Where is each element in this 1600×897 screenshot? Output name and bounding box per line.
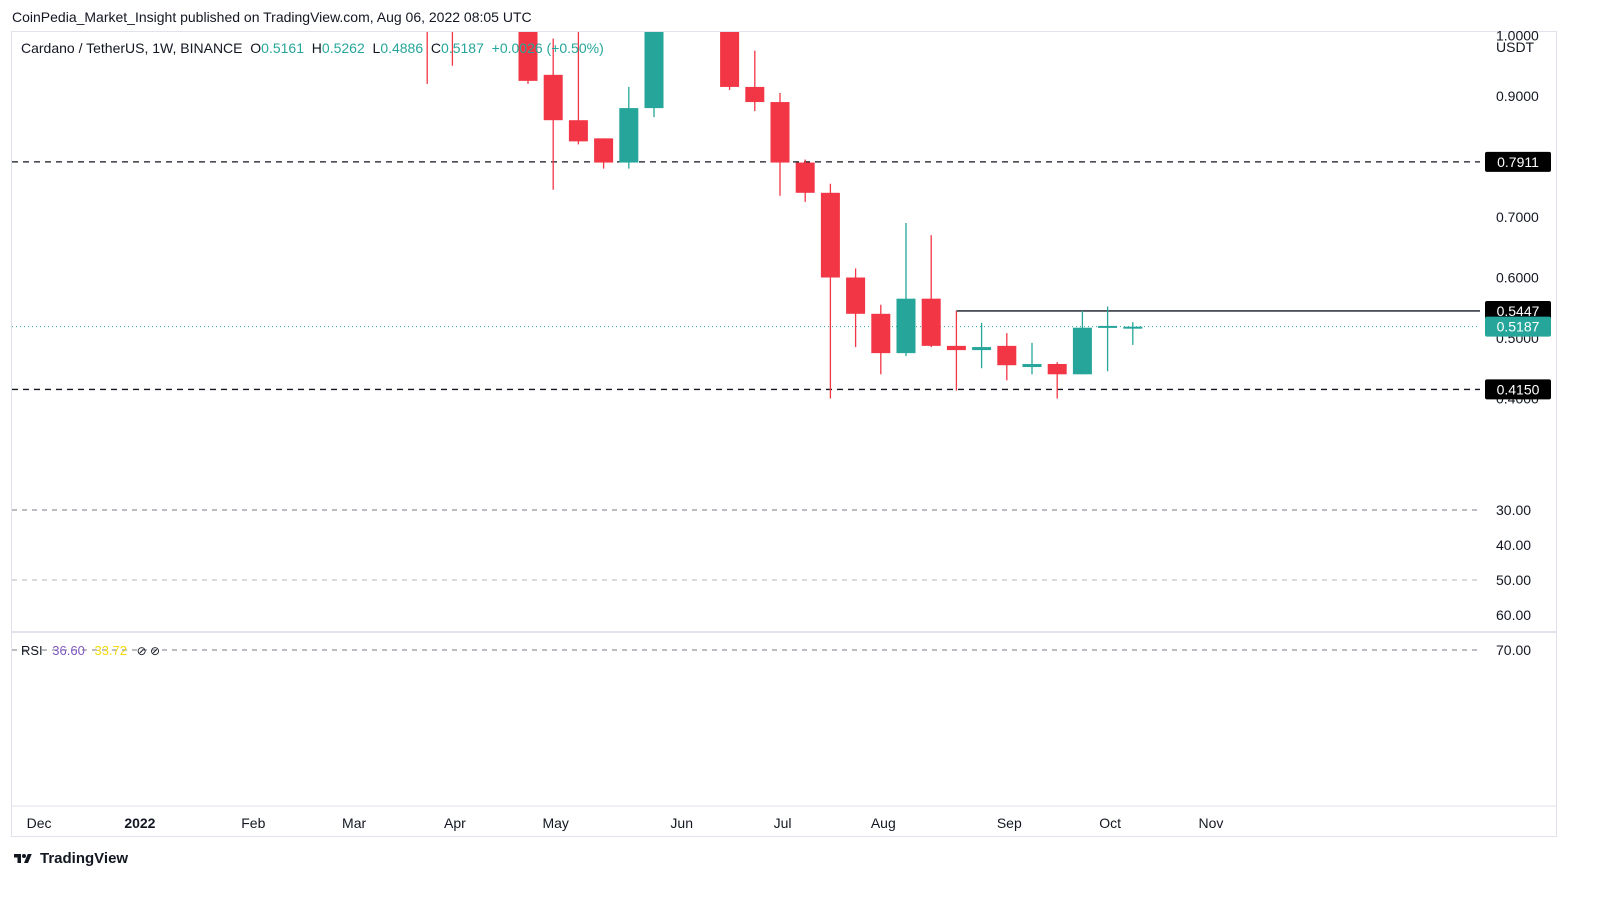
price-pane xyxy=(12,0,1480,399)
publisher-line: CoinPedia_Market_Insight published on Tr… xyxy=(12,9,532,25)
level-label: 0.4150 xyxy=(1497,381,1540,397)
candle-body-down xyxy=(543,74,563,121)
price-tick-label: 0.6000 xyxy=(1496,270,1539,286)
candle-body-down xyxy=(770,102,790,163)
time-axis-label: Jul xyxy=(774,815,792,831)
rsi-tick-label: 60.00 xyxy=(1496,607,1531,623)
candle-body-down xyxy=(795,162,815,193)
candle-body-down xyxy=(518,32,538,81)
candle-body-down xyxy=(921,298,941,346)
rsi-ma-value: 33.72 xyxy=(94,643,128,658)
time-axis-label: Apr xyxy=(444,815,466,831)
change-value: +0.0026 (+0.50%) xyxy=(491,40,604,56)
candle-body-up xyxy=(468,0,487,11)
time-axis-label: Jun xyxy=(670,815,693,831)
candle-body-up xyxy=(1072,327,1092,375)
last-price-label: 0.5187 xyxy=(1497,319,1540,335)
candle-body-down xyxy=(871,313,891,354)
candle-body-up xyxy=(1022,364,1042,368)
price-tick-label: 0.7000 xyxy=(1496,209,1539,225)
high-label: H xyxy=(311,40,322,56)
close-label: C xyxy=(430,40,442,56)
time-axis-label: Aug xyxy=(871,815,896,831)
candle-body-down xyxy=(443,0,462,11)
rsi-ma-line xyxy=(0,523,1133,622)
rsi-label[interactable]: RSI xyxy=(21,643,43,658)
rsi-pane xyxy=(0,514,1133,623)
close-value: 0.5187 xyxy=(441,40,484,56)
candle-body-down xyxy=(568,120,588,142)
rsi-legend: RSI 36.60 33.72 ⊘ ⊘ xyxy=(21,643,160,658)
level-box xyxy=(1485,151,1551,172)
rsi-tick-label: 70.00 xyxy=(1496,642,1531,658)
price-tick-label: 0.9000 xyxy=(1496,88,1539,104)
resistance-box xyxy=(1485,300,1551,321)
candle-body-down xyxy=(846,277,866,314)
candle-body-down xyxy=(1047,364,1067,375)
level-label: 0.7911 xyxy=(1497,154,1539,170)
time-axis-label: Sep xyxy=(997,815,1022,831)
resistance-label: 0.5447 xyxy=(1497,303,1540,319)
time-axis-label: Feb xyxy=(241,815,265,831)
open-label: O xyxy=(250,40,262,56)
high-value: 0.5262 xyxy=(321,40,365,56)
brand-name: TradingView xyxy=(40,850,129,867)
time-axis-label: Nov xyxy=(1198,815,1223,831)
rsi-tick-label: 30.00 xyxy=(1496,502,1531,518)
candle-body-up xyxy=(644,32,664,109)
candle-body-up xyxy=(896,298,916,354)
currency-label: USDT xyxy=(1496,39,1535,55)
symbol-title[interactable]: Cardano / TetherUS, 1W, BINANCE xyxy=(21,40,243,56)
ohlc-legend: Cardano / TetherUS, 1W, BINANCE O0.5161 … xyxy=(21,40,604,56)
time-axis-label: May xyxy=(542,815,568,831)
candle-body-down xyxy=(997,345,1017,366)
candle-body-down xyxy=(820,192,840,278)
candle-body-down xyxy=(720,32,740,87)
time-axis-label: Oct xyxy=(1099,815,1121,831)
candle-body-down xyxy=(493,0,512,11)
rsi-line xyxy=(0,514,1133,616)
low-label: L xyxy=(372,40,381,56)
last-price-box xyxy=(1485,316,1551,337)
low-value: 0.4886 xyxy=(380,40,424,56)
time-axis-label: Dec xyxy=(27,815,52,831)
candle-body-down xyxy=(745,86,765,103)
time-axis-label: 2022 xyxy=(124,815,155,831)
price-tick-label: 1.0000 xyxy=(1496,28,1539,44)
candle-body-down xyxy=(946,345,966,351)
rsi-tick-label: 50.00 xyxy=(1496,572,1531,588)
level-box xyxy=(1485,379,1551,400)
time-axis-label: Mar xyxy=(342,815,366,831)
candle-body-up xyxy=(972,347,992,351)
tradingview-logo-icon xyxy=(14,853,32,863)
tradingview-brand[interactable]: TradingView xyxy=(12,850,128,867)
rsi-value: 36.60 xyxy=(52,643,85,658)
open-value: 0.5161 xyxy=(261,40,304,56)
candle-body-up xyxy=(1098,325,1118,328)
candle-body-down xyxy=(594,138,614,163)
candle-body-down xyxy=(695,0,714,20)
candle-body-up xyxy=(1123,326,1143,329)
candle-body-up xyxy=(619,108,639,163)
rsi-tick-label: 40.00 xyxy=(1496,537,1531,553)
hidden-value-icons[interactable]: ⊘ ⊘ xyxy=(136,644,161,658)
chart-frame xyxy=(11,31,1557,837)
